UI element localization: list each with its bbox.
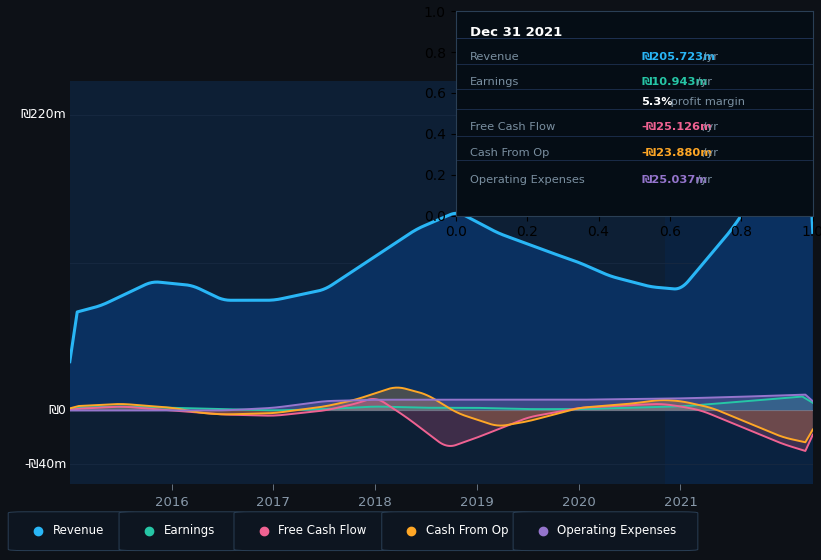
FancyBboxPatch shape: [119, 512, 246, 550]
Text: Dec 31 2021: Dec 31 2021: [470, 26, 562, 39]
Text: /yr: /yr: [693, 77, 712, 87]
Text: Free Cash Flow: Free Cash Flow: [470, 122, 555, 132]
Text: -₪23.880m: -₪23.880m: [641, 148, 713, 158]
Text: Operating Expenses: Operating Expenses: [557, 524, 677, 537]
Text: /yr: /yr: [693, 175, 712, 185]
Text: ₪220m: ₪220m: [21, 108, 67, 122]
Text: /yr: /yr: [699, 52, 718, 62]
Text: -₪25.126m: -₪25.126m: [641, 122, 713, 132]
Text: profit margin: profit margin: [667, 97, 745, 107]
Text: Cash From Op: Cash From Op: [426, 524, 508, 537]
Text: Operating Expenses: Operating Expenses: [470, 175, 585, 185]
Text: Revenue: Revenue: [470, 52, 520, 62]
FancyBboxPatch shape: [234, 512, 394, 550]
Text: Earnings: Earnings: [470, 77, 520, 87]
Text: 5.3%: 5.3%: [641, 97, 673, 107]
Text: Earnings: Earnings: [163, 524, 215, 537]
Text: Free Cash Flow: Free Cash Flow: [278, 524, 367, 537]
Text: Cash From Op: Cash From Op: [470, 148, 549, 158]
Text: Revenue: Revenue: [53, 524, 104, 537]
Bar: [665, 81, 813, 484]
Text: /yr: /yr: [699, 122, 718, 132]
Text: ₪0: ₪0: [48, 404, 67, 417]
FancyBboxPatch shape: [382, 512, 534, 550]
FancyBboxPatch shape: [8, 512, 135, 550]
Text: -₪40m: -₪40m: [24, 458, 67, 471]
Text: ₪25.037m: ₪25.037m: [641, 175, 708, 185]
FancyBboxPatch shape: [513, 512, 698, 550]
Text: ₪10.943m: ₪10.943m: [641, 77, 708, 87]
Text: /yr: /yr: [699, 148, 718, 158]
Text: ₪205.723m: ₪205.723m: [641, 52, 715, 62]
